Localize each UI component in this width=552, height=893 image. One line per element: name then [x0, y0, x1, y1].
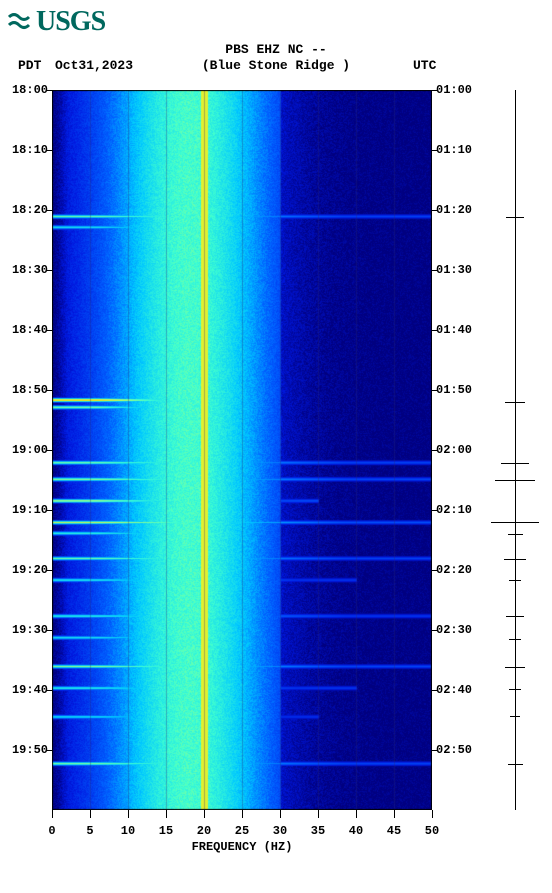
spectrogram-canvas [52, 90, 432, 810]
plot-title: PBS EHZ NC -- [0, 42, 552, 57]
x-tick: 30 [273, 824, 287, 838]
amplitude-event [509, 689, 522, 690]
y-tick-left: 19:00 [12, 443, 48, 457]
amplitude-event [508, 764, 523, 765]
usgs-logo: USGS [8, 6, 105, 40]
x-tick: 20 [197, 824, 211, 838]
amplitude-event [504, 559, 527, 560]
x-tick: 35 [311, 824, 325, 838]
y-tick-right: 02:10 [436, 503, 472, 517]
y-tick-right: 01:40 [436, 323, 472, 337]
spectrogram-plot: 18:0001:0018:1001:1018:2001:2018:3001:30… [52, 90, 432, 810]
amplitude-strip [490, 90, 540, 810]
y-tick-left: 18:40 [12, 323, 48, 337]
y-tick-right: 01:50 [436, 383, 472, 397]
amplitude-event [506, 217, 524, 218]
amplitude-baseline [515, 90, 516, 810]
y-tick-left: 19:50 [12, 743, 48, 757]
y-tick-left: 18:20 [12, 203, 48, 217]
amplitude-event [508, 534, 523, 535]
y-tick-left: 18:30 [12, 263, 48, 277]
y-tick-right: 01:20 [436, 203, 472, 217]
y-tick-right: 01:00 [436, 83, 472, 97]
y-tick-left: 19:20 [12, 563, 48, 577]
amplitude-event [495, 480, 535, 481]
amplitude-event [509, 580, 522, 581]
timezone-right: UTC [413, 58, 436, 73]
x-tick: 25 [235, 824, 249, 838]
amplitude-event [510, 716, 520, 717]
y-tick-right: 02:20 [436, 563, 472, 577]
x-tick: 45 [387, 824, 401, 838]
y-tick-right: 02:00 [436, 443, 472, 457]
x-axis: FREQUENCY (HZ) 05101520253035404550 [52, 810, 432, 850]
y-tick-right: 01:10 [436, 143, 472, 157]
x-tick: 5 [86, 824, 93, 838]
x-tick: 10 [121, 824, 135, 838]
amplitude-event [505, 402, 525, 403]
y-tick-left: 18:50 [12, 383, 48, 397]
station-name: (Blue Stone Ridge ) [0, 58, 552, 73]
y-tick-left: 19:40 [12, 683, 48, 697]
amplitude-event [509, 639, 522, 640]
usgs-wave-icon [8, 8, 34, 40]
y-tick-right: 02:50 [436, 743, 472, 757]
y-tick-right: 02:30 [436, 623, 472, 637]
y-tick-left: 19:30 [12, 623, 48, 637]
amplitude-event [491, 522, 539, 523]
x-tick: 0 [48, 824, 55, 838]
x-tick: 15 [159, 824, 173, 838]
x-tick: 40 [349, 824, 363, 838]
amplitude-event [505, 667, 525, 668]
y-tick-left: 18:10 [12, 143, 48, 157]
y-tick-left: 19:10 [12, 503, 48, 517]
y-tick-right: 01:30 [436, 263, 472, 277]
y-tick-left: 18:00 [12, 83, 48, 97]
y-tick-right: 02:40 [436, 683, 472, 697]
x-tick: 50 [425, 824, 439, 838]
amplitude-event [501, 463, 529, 464]
x-axis-label: FREQUENCY (HZ) [52, 840, 432, 854]
amplitude-event [506, 616, 524, 617]
usgs-logo-text: USGS [36, 6, 105, 37]
